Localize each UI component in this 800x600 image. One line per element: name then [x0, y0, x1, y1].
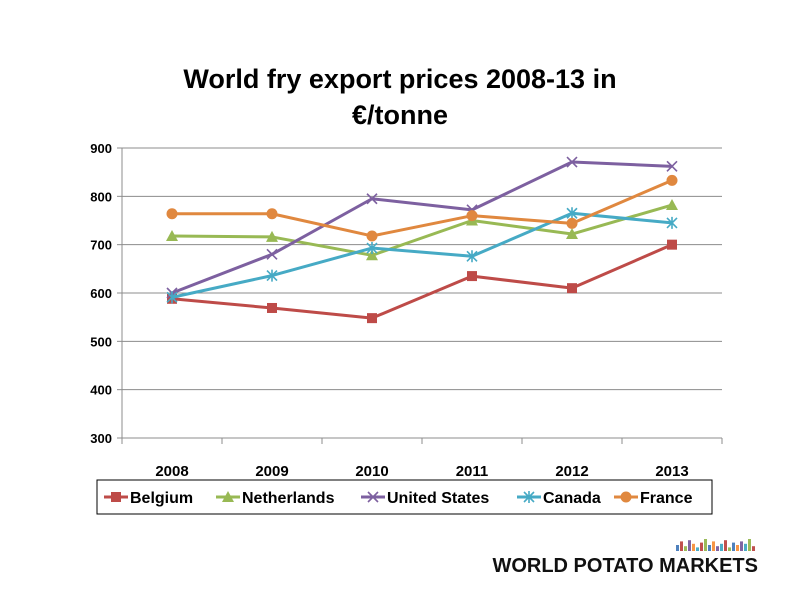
y-tick-label: 500: [90, 334, 112, 349]
data-point-belgium: [367, 313, 377, 324]
world-potato-markets-logo: WORLD POTATO MARKETS: [492, 539, 758, 577]
y-tick-label: 600: [90, 286, 112, 301]
y-tick-label: 400: [90, 383, 112, 398]
logo-bar: [692, 543, 695, 551]
data-point-france: [666, 174, 678, 186]
data-point-france: [166, 208, 178, 220]
data-point-united-states: [366, 193, 378, 205]
legend-label-netherlands: Netherlands: [242, 490, 335, 507]
logo-bar: [700, 542, 703, 551]
data-point-france: [266, 208, 278, 220]
legend-label-united-states: United States: [387, 490, 489, 507]
x-tick-label: 2010: [355, 463, 388, 480]
x-tick-label: 2011: [456, 463, 489, 480]
data-point-france: [466, 210, 478, 222]
data-point-belgium: [567, 283, 577, 294]
x-tick-label: 2012: [555, 463, 588, 480]
data-point-united-states: [266, 248, 278, 260]
x-tick-label: 2013: [655, 463, 688, 480]
logo-bar: [676, 545, 679, 551]
logo-bar: [704, 539, 707, 551]
legend-marker-canada: [523, 491, 535, 503]
logo-bar: [732, 542, 735, 551]
chart-title-line-2: €/tonne: [352, 100, 448, 130]
data-point-netherlands: [366, 249, 378, 261]
logo-text: WORLD POTATO MARKETS: [492, 555, 758, 577]
legend-marker-netherlands: [222, 491, 234, 502]
logo-bar: [708, 545, 711, 551]
data-point-belgium: [467, 271, 477, 282]
data-point-netherlands: [566, 228, 578, 240]
plot-area: 300 400 500 600 700 800 900 2008 2009 2010 2011 201…: [90, 141, 723, 480]
x-tick-label: 2009: [255, 463, 288, 480]
logo-bar: [736, 545, 739, 551]
data-point-canada: [466, 250, 478, 263]
data-point-netherlands: [666, 199, 678, 211]
data-point-canada: [266, 269, 278, 282]
logo-bar: [740, 541, 743, 551]
logo-bar: [696, 547, 699, 551]
series-line-belgium: [171, 243, 673, 320]
legend-marker-france: [620, 491, 632, 503]
series-line-france: [172, 179, 673, 238]
data-point-belgium: [667, 239, 677, 250]
legend-label-belgium: Belgium: [130, 490, 193, 507]
logo-bar: [728, 547, 731, 551]
data-point-france: [566, 217, 578, 229]
logo-bar: [712, 541, 715, 551]
data-point-netherlands: [166, 229, 178, 241]
legend-label-canada: Canada: [543, 490, 601, 507]
legend: Belgium Netherlands United States Canada Fra…: [96, 479, 713, 515]
data-point-netherlands: [266, 230, 278, 242]
data-point-france: [366, 230, 378, 242]
logo-bar: [688, 540, 691, 551]
x-tick-label: 2008: [155, 463, 188, 480]
logo-bar: [720, 543, 723, 551]
y-tick-label: 800: [90, 189, 112, 204]
series-line-united-states: [171, 160, 673, 295]
logo-bar: [684, 546, 687, 551]
logo-bar: [716, 546, 719, 551]
legend-marker-belgium: [111, 492, 121, 502]
logo-bar: [724, 540, 727, 551]
y-tick-label: 300: [90, 431, 112, 446]
y-tick-label: 700: [90, 238, 112, 253]
chart-title-line-1: World fry export prices 2008-13 in: [183, 64, 616, 94]
series-line-netherlands: [171, 203, 673, 257]
logo-bar: [744, 543, 747, 551]
data-point-belgium: [267, 302, 277, 313]
logo-bar: [680, 541, 683, 551]
logo-bar: [748, 539, 751, 551]
legend-marker-united-states: [367, 491, 379, 503]
data-point-canada: [666, 216, 678, 229]
data-point-canada: [166, 291, 178, 304]
logo-bar: [752, 546, 755, 551]
data-point-canada: [366, 242, 378, 255]
data-point-united-states: [566, 156, 578, 168]
y-tick-label: 900: [90, 141, 112, 156]
data-point-united-states: [666, 160, 678, 172]
legend-box: [96, 479, 713, 515]
data-point-canada: [566, 207, 578, 220]
legend-label-france: France: [640, 490, 693, 507]
